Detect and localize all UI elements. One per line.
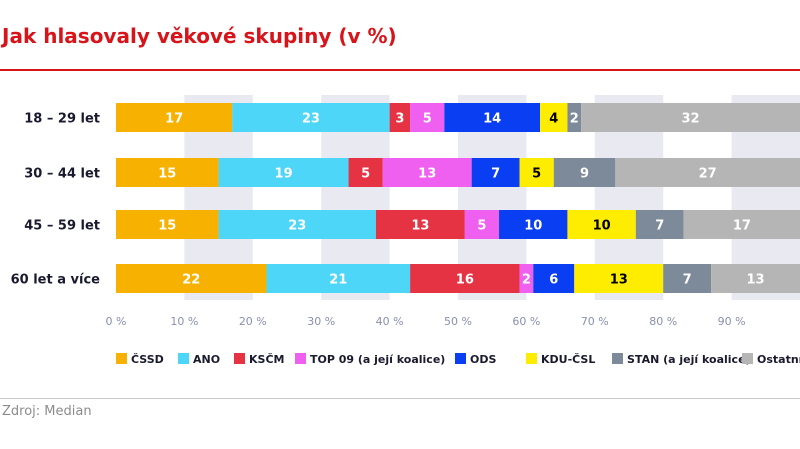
legend-swatch	[116, 353, 127, 364]
data-label: 4	[549, 112, 558, 127]
x-tick-label: 80 %	[649, 315, 677, 328]
data-label: 14	[483, 112, 501, 127]
bar-segment	[410, 103, 445, 132]
category-label: 60 let a více	[11, 273, 101, 288]
legend-swatch	[526, 353, 537, 364]
x-tick-label: 60 %	[512, 315, 540, 328]
x-tick-label: 70 %	[581, 315, 609, 328]
category-label: 45 – 59 let	[24, 219, 100, 234]
data-label: 15	[158, 167, 176, 182]
bar-segment	[116, 210, 219, 239]
data-label: 5	[477, 219, 486, 234]
category-label: 30 – 44 let	[24, 167, 100, 182]
data-label: 23	[288, 219, 306, 234]
bar-segment	[683, 210, 800, 239]
data-label: 13	[746, 273, 764, 288]
data-label: 3	[395, 112, 404, 127]
data-label: 10	[524, 219, 542, 234]
bar-segment	[116, 264, 267, 293]
data-label: 13	[411, 219, 429, 234]
data-label: 32	[682, 112, 700, 127]
bar-segment	[567, 210, 636, 239]
bar-segment	[218, 158, 349, 187]
data-label: 21	[329, 273, 347, 288]
legend-label: KSČM	[249, 353, 284, 366]
x-tick-label: 30 %	[307, 315, 335, 328]
legend-swatch	[742, 353, 753, 364]
x-tick-label: 50 %	[444, 315, 472, 328]
bar-segment	[499, 210, 568, 239]
chart-title: Jak hlasovaly věkové skupiny (v %)	[2, 24, 397, 48]
data-label: 7	[491, 167, 500, 182]
bar-segment	[567, 103, 582, 132]
source-note: Zdroj: Median	[2, 404, 92, 419]
x-tick-label: 0 %	[106, 315, 127, 328]
x-tick-label: 10 %	[170, 315, 198, 328]
bar-segment	[540, 103, 568, 132]
bar-segment	[266, 264, 411, 293]
data-label: 5	[532, 167, 541, 182]
bar-segment	[410, 264, 520, 293]
bar-segment	[375, 210, 465, 239]
bar-segment	[581, 103, 800, 132]
data-label: 17	[733, 219, 751, 234]
data-label: 5	[361, 167, 370, 182]
data-label: 13	[418, 167, 436, 182]
x-tick-label: 40 %	[376, 315, 404, 328]
bar-segment	[464, 210, 500, 239]
data-label: 16	[456, 273, 474, 288]
legend-label: Ostatní	[757, 353, 800, 366]
data-label: 13	[610, 273, 628, 288]
stacked-bar-chart: 18 – 29 let 30 – 44 let 45 – 59 let 60 let …	[11, 95, 800, 366]
bar-segment	[116, 158, 219, 187]
data-label: 27	[699, 167, 717, 182]
bar-segment	[116, 103, 233, 132]
legend-swatch	[455, 353, 466, 364]
bar-segment	[574, 264, 664, 293]
legend-label: ČSSD	[131, 353, 164, 366]
data-label: 10	[593, 219, 611, 234]
data-label: 7	[655, 219, 664, 234]
legend-swatch	[234, 353, 245, 364]
bar-segment	[471, 158, 520, 187]
bar-segment	[382, 158, 472, 187]
data-label: 15	[158, 219, 176, 234]
bar-segment	[389, 103, 411, 132]
data-label: 9	[580, 167, 589, 182]
bar-segment	[348, 158, 383, 187]
legend-label: STAN (a její koalice)	[627, 353, 751, 366]
bar-segment	[519, 158, 554, 187]
data-label: 5	[423, 112, 432, 127]
legend-label: TOP 09 (a její koalice)	[310, 353, 445, 366]
bar-segment	[663, 264, 712, 293]
data-label: 6	[549, 273, 558, 288]
legend-label: ODS	[470, 353, 496, 366]
bar-segment	[218, 210, 376, 239]
bar-segment	[444, 103, 541, 132]
title-divider	[0, 69, 800, 71]
data-label: 22	[182, 273, 200, 288]
data-label: 17	[165, 112, 183, 127]
bar-segment	[519, 264, 534, 293]
legend-label: KDU-ČSL	[541, 353, 595, 366]
source-divider	[0, 398, 800, 399]
legend-swatch	[178, 353, 189, 364]
legend-swatch	[612, 353, 623, 364]
legend-swatch	[295, 353, 306, 364]
bar-segment	[232, 103, 390, 132]
data-label: 23	[302, 112, 320, 127]
bar-segment	[553, 158, 616, 187]
data-label: 2	[570, 112, 579, 127]
bar-segment	[635, 210, 684, 239]
bar-segment	[711, 264, 800, 293]
bar-segment	[533, 264, 575, 293]
x-tick-label: 90 %	[718, 315, 746, 328]
category-label: 18 – 29 let	[24, 112, 100, 127]
bar-segment	[615, 158, 800, 187]
data-label: 2	[522, 273, 531, 288]
data-label: 7	[683, 273, 692, 288]
x-tick-label: 20 %	[239, 315, 267, 328]
legend-label: ANO	[193, 353, 220, 366]
data-label: 19	[275, 167, 293, 182]
